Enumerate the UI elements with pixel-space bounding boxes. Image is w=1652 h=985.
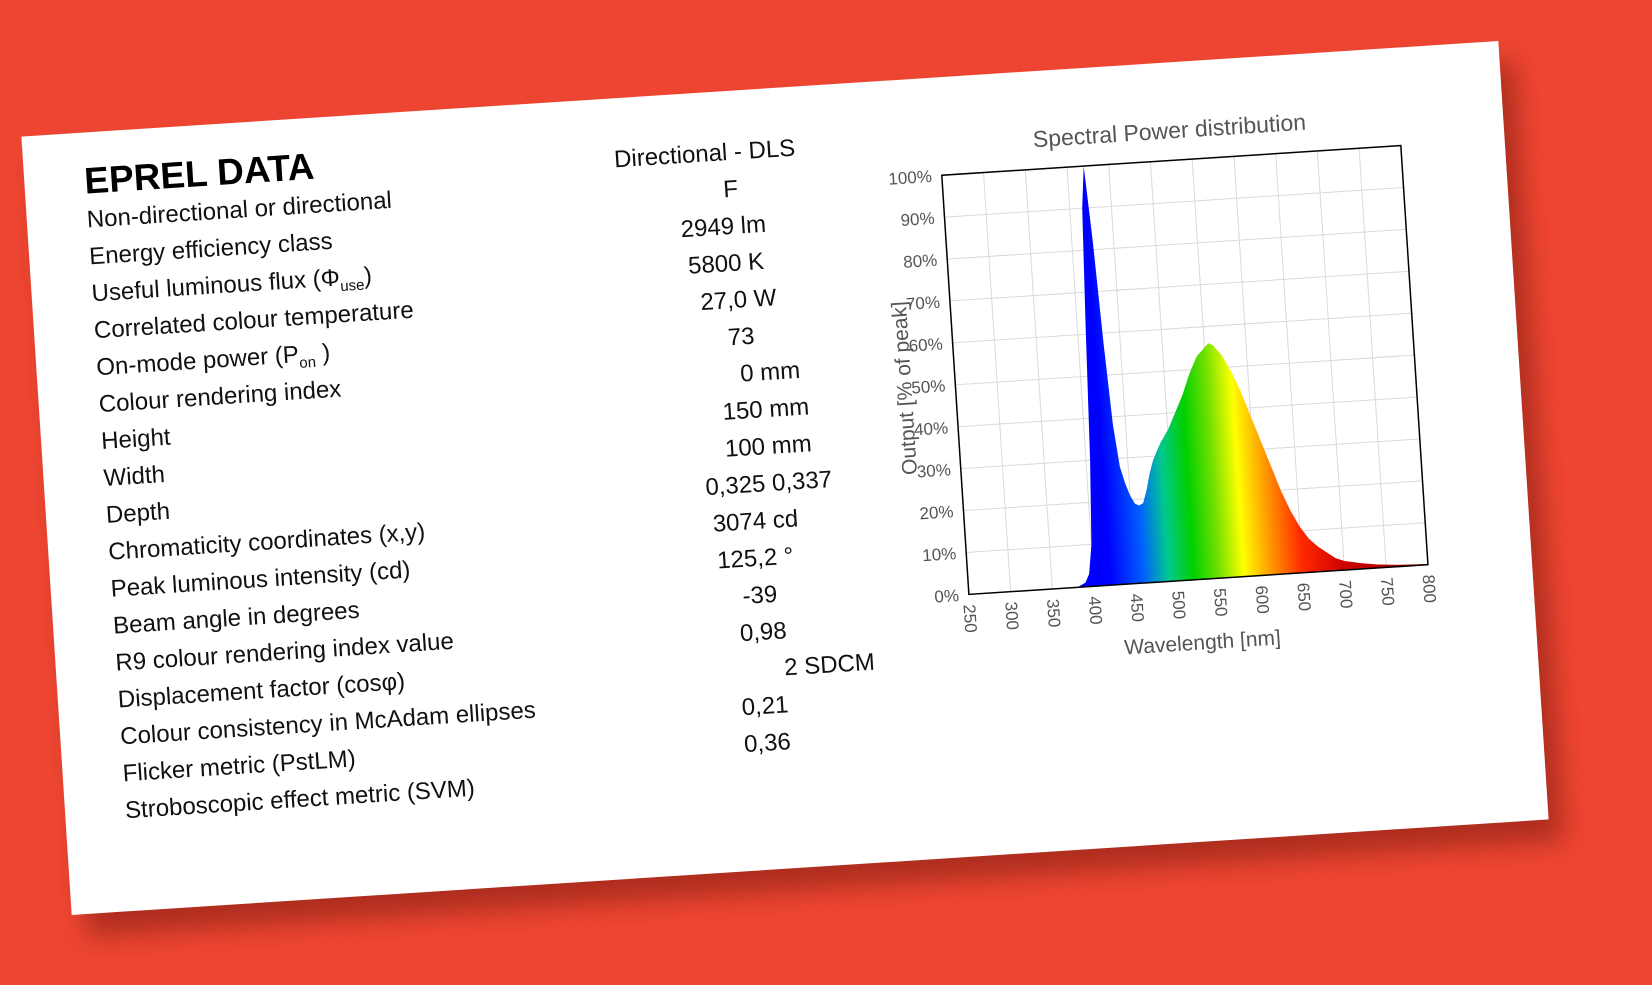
x-tick-label: 600 [1252,585,1273,615]
y-axis-ticks: 0% 10% 20% 30% 40% 50% 60% 70% 80% 90% 100% [888,167,960,607]
x-tick-label: 250 [960,604,981,634]
plot-frame [940,144,1429,596]
y-tick-label: 50% [911,376,946,397]
spec-label: Height [100,423,172,456]
spectrum-area [1077,166,1428,588]
x-tick-label: 450 [1126,593,1147,623]
spec-value: Directional - DLS [613,134,797,174]
eprel-card: EPREL DATA Non-directional or directiona… [21,41,1549,915]
y-tick-label: 100% [888,167,933,189]
spec-value: -39 [741,580,779,610]
spec-value: 125,2 ° [716,542,795,575]
y-tick-label: 20% [919,502,954,523]
spec-value: 0,98 [739,617,788,648]
spec-value: 73 [726,322,756,352]
grid-line-y [947,228,1407,260]
x-tick-label: 750 [1377,577,1398,607]
spec-label: Depth [105,497,171,529]
spec-value: 150 mm [721,393,811,426]
y-tick-label: 60% [908,335,943,356]
spec-value: 2 SDCM [783,648,876,682]
x-tick-label: 700 [1335,579,1356,609]
y-tick-label: 70% [905,293,940,314]
x-tick-label: 500 [1168,590,1189,620]
spec-value: 0 mm [739,356,801,388]
y-tick-label: 90% [900,209,935,230]
grid-line-y [955,354,1415,386]
spec-value: 3074 cd [711,505,799,538]
spec-value: 5800 K [687,247,765,280]
spec-value: 100 mm [724,430,813,463]
x-axis-ticks: 250 300 350 400 450 500 550 600 650 700 750 800 [960,574,1440,633]
grid-line-y [944,186,1404,218]
grid-line-y [949,270,1409,302]
spec-value: 27,0 W [699,284,778,317]
x-axis-label: Wavelength [nm] [1124,626,1282,659]
x-tick-label: 300 [1001,601,1022,631]
y-tick-label: 30% [916,460,951,481]
grid-line-y [952,312,1412,344]
spec-value: 0,36 [743,728,792,759]
chart-title: Spectral Power distribution [1032,109,1307,153]
x-tick-label: 550 [1210,588,1231,618]
spec-value: 0,21 [740,691,790,722]
y-tick-label: 0% [934,586,960,607]
x-tick-label: 350 [1043,598,1064,628]
spectral-power-chart: 0% 10% 20% 30% 40% 50% 60% 70% 80% 90% 100% 250 300… [888,109,1440,660]
y-tick-label: 10% [922,544,957,565]
x-tick-label: 800 [1419,574,1440,604]
x-tick-label: 400 [1085,596,1106,626]
spec-label: Width [102,461,166,492]
y-tick-label: 40% [914,418,949,439]
x-tick-label: 650 [1293,582,1314,612]
spec-value: F [722,175,739,204]
spec-value: 2949 lm [679,210,767,244]
chart-plot-area [1077,166,1428,588]
y-tick-label: 80% [903,251,938,272]
